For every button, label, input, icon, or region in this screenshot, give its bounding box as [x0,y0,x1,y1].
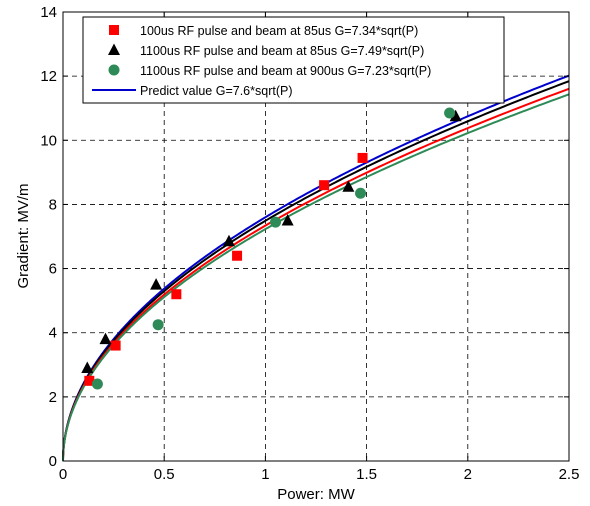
data-point-triangle [449,109,462,122]
data-point-triangle [150,278,163,290]
y-tick-label: 10 [40,132,57,149]
data-point-square [319,180,330,191]
legend: 100us RF pulse and beam at 85us G=7.34*s… [82,16,505,104]
data-point-triangle [342,180,355,192]
axis-ticks [62,11,570,462]
x-tick-labels: 0 0.5 1 1.5 2 2.5 [59,466,580,483]
data-point-triangle [281,213,294,226]
y-tick-label: 8 [49,196,57,213]
y-tick-label: 0 [49,453,57,470]
data-point-triangle [222,234,235,247]
y-axis-label: Gradient: MV/m [15,183,32,288]
x-tick-label: 0 [59,466,67,483]
y-tick-label: 2 [49,389,57,406]
data-point-circle [444,107,456,119]
x-tick-label: 2 [464,466,472,483]
y-tick-label: 14 [40,4,57,21]
legend-marker-circle [108,64,120,76]
x-tick-label: 1.5 [356,466,377,483]
data-point-circle [152,319,164,331]
data-point-circle [355,187,367,199]
legend-box [82,16,505,104]
legend-label: 1100us RF pulse and beam at 85us G=7.49*… [140,44,424,58]
fit-curves [62,74,570,462]
data-point-square [171,289,182,300]
plot-frame [62,11,570,462]
x-tick-label: 2.5 [559,466,580,483]
legend-marker-square [109,25,119,35]
x-axis-label: Power: MW [277,486,355,503]
data-point-circle [270,216,282,228]
data-point-square [357,152,368,163]
data-point-circle [91,378,103,390]
legend-label: 1100us RF pulse and beam at 900us G=7.23… [140,64,431,78]
x-tick-label: 0.5 [154,466,175,483]
data-point-triangle [99,332,112,345]
legend-label: Predict value G=7.6*sqrt(P) [140,84,293,98]
y-tick-label: 6 [49,261,57,278]
y-tick-labels: 0 2 4 6 8 10 12 14 [40,4,57,470]
data-point-square [110,340,121,351]
x-tick-label: 1 [261,466,269,483]
legend-marker-triangle [108,43,120,55]
data-point-square [84,375,95,386]
data-markers [81,107,462,390]
data-point-square [232,250,243,261]
legend-label: 100us RF pulse and beam at 85us G=7.34*s… [140,24,418,38]
y-tick-label: 12 [40,68,57,85]
data-point-triangle [81,361,94,373]
y-tick-label: 4 [49,325,57,342]
fit-curve [62,93,570,462]
